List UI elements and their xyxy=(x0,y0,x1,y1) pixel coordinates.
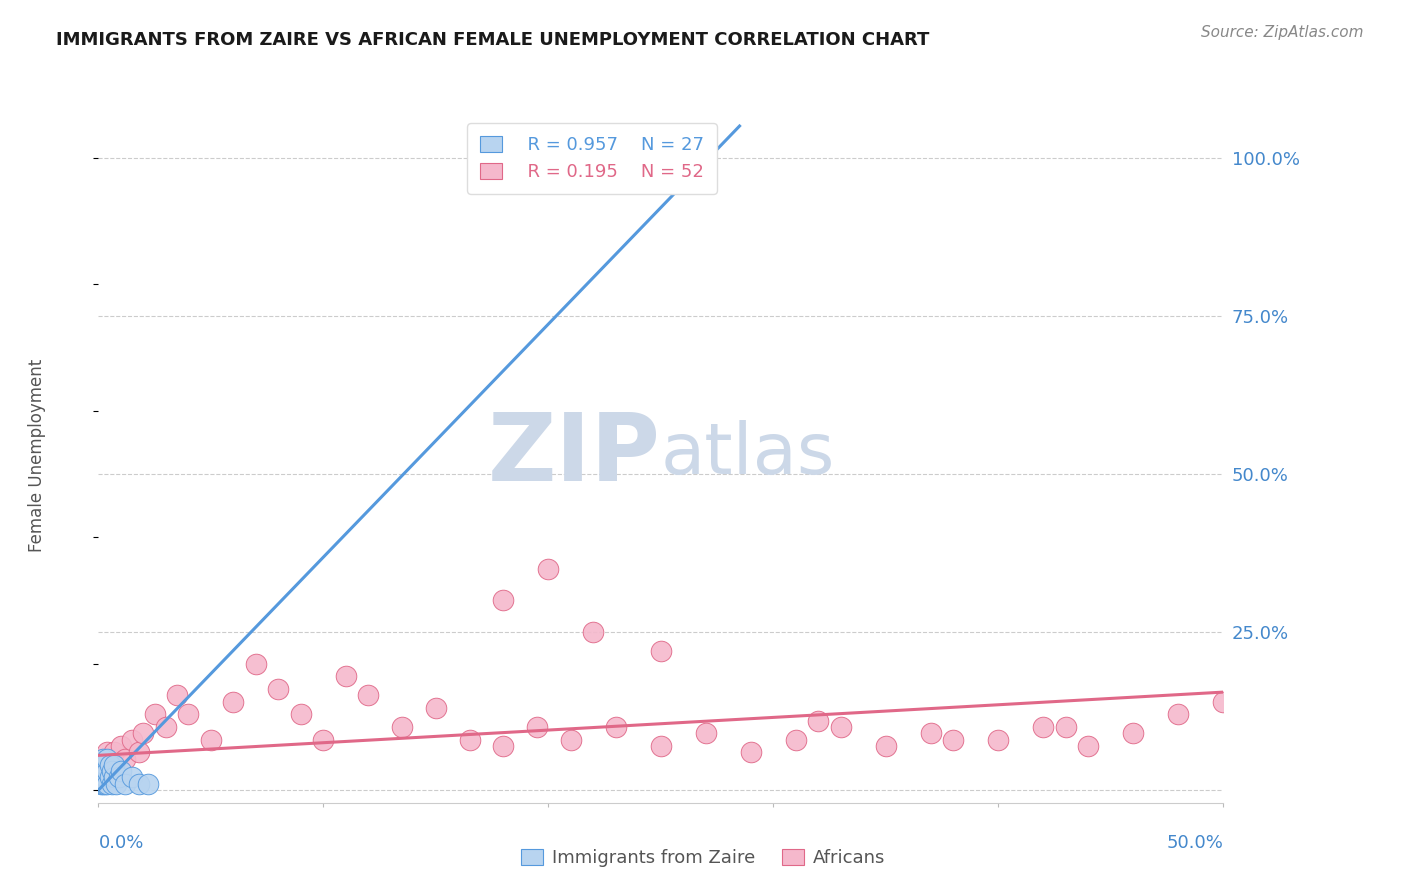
Text: Female Unemployment: Female Unemployment xyxy=(28,359,45,551)
Point xyxy=(391,720,413,734)
Point xyxy=(91,764,114,779)
Point xyxy=(1077,739,1099,753)
Point xyxy=(101,764,124,779)
Point xyxy=(96,764,118,779)
Point xyxy=(987,732,1010,747)
Point xyxy=(98,757,121,772)
Point xyxy=(458,732,481,747)
Point xyxy=(96,751,118,765)
Point xyxy=(96,745,118,759)
Point xyxy=(132,726,155,740)
Point xyxy=(267,681,290,696)
Text: Source: ZipAtlas.com: Source: ZipAtlas.com xyxy=(1201,25,1364,40)
Point xyxy=(103,771,125,785)
Point xyxy=(942,732,965,747)
Point xyxy=(290,707,312,722)
Point xyxy=(110,739,132,753)
Point xyxy=(91,751,114,765)
Point xyxy=(105,764,128,779)
Point xyxy=(807,714,830,728)
Point xyxy=(91,771,114,785)
Point xyxy=(920,726,942,740)
Point xyxy=(1167,707,1189,722)
Point xyxy=(605,720,627,734)
Point xyxy=(582,625,605,640)
Point xyxy=(121,771,143,785)
Point xyxy=(875,739,897,753)
Point xyxy=(560,732,582,747)
Point xyxy=(740,745,762,759)
Point xyxy=(177,707,200,722)
Legend:   R = 0.957    N = 27,   R = 0.195    N = 52: R = 0.957 N = 27, R = 0.195 N = 52 xyxy=(467,123,717,194)
Point xyxy=(650,739,672,753)
Point xyxy=(143,707,166,722)
Point xyxy=(103,757,125,772)
Point xyxy=(830,720,852,734)
Legend: Immigrants from Zaire, Africans: Immigrants from Zaire, Africans xyxy=(513,841,893,874)
Point xyxy=(312,732,335,747)
Text: 50.0%: 50.0% xyxy=(1167,834,1223,853)
Point xyxy=(357,688,380,702)
Text: IMMIGRANTS FROM ZAIRE VS AFRICAN FEMALE UNEMPLOYMENT CORRELATION CHART: IMMIGRANTS FROM ZAIRE VS AFRICAN FEMALE … xyxy=(56,31,929,49)
Point xyxy=(526,720,548,734)
Point xyxy=(94,777,117,791)
Point xyxy=(537,562,560,576)
Point xyxy=(128,777,150,791)
Point xyxy=(200,732,222,747)
Point xyxy=(98,751,121,765)
Point xyxy=(98,771,121,785)
Point xyxy=(245,657,267,671)
Point xyxy=(222,695,245,709)
Point xyxy=(1032,720,1054,734)
Point xyxy=(1122,726,1144,740)
Point xyxy=(94,757,117,772)
Point xyxy=(94,757,117,772)
Point xyxy=(90,771,112,785)
Point xyxy=(110,764,132,779)
Text: atlas: atlas xyxy=(661,420,835,490)
Point xyxy=(335,669,357,683)
Point xyxy=(492,739,515,753)
Point xyxy=(155,720,177,734)
Point xyxy=(101,777,124,791)
Point xyxy=(785,732,807,747)
Point xyxy=(90,777,112,791)
Point xyxy=(492,593,515,607)
Point xyxy=(94,771,117,785)
Point xyxy=(114,777,136,791)
Point xyxy=(91,777,114,791)
Point xyxy=(695,726,717,740)
Point xyxy=(90,757,112,772)
Point xyxy=(650,644,672,658)
Point xyxy=(101,757,124,772)
Text: 0.0%: 0.0% xyxy=(98,834,143,853)
Point xyxy=(128,745,150,759)
Point xyxy=(90,764,112,779)
Point xyxy=(1054,720,1077,734)
Point xyxy=(121,732,143,747)
Point xyxy=(91,751,114,765)
Point xyxy=(96,777,118,791)
Text: ZIP: ZIP xyxy=(488,409,661,501)
Point xyxy=(107,771,129,785)
Point xyxy=(136,777,159,791)
Point xyxy=(90,764,112,779)
Point xyxy=(114,751,136,765)
Point xyxy=(166,688,188,702)
Point xyxy=(425,701,447,715)
Point xyxy=(1212,695,1234,709)
Point xyxy=(105,777,128,791)
Point xyxy=(103,745,125,759)
